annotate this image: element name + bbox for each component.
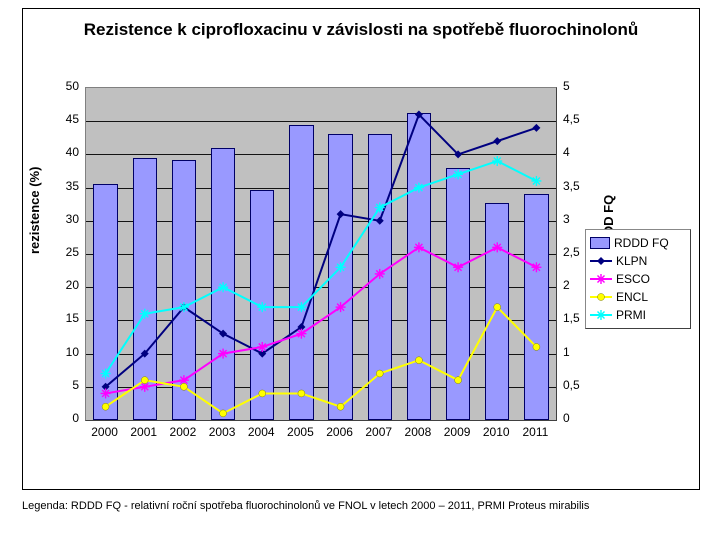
legend-item-esco: ESCO: [590, 270, 686, 288]
series-line: [106, 307, 537, 413]
x-tick: 2003: [203, 425, 242, 439]
bar: [93, 184, 117, 420]
plot-area: [85, 87, 557, 421]
legend-swatch-line: [590, 254, 612, 268]
legend-item-klpn: KLPN: [590, 252, 686, 270]
y-right-tick: 0,5: [563, 378, 593, 392]
chart-title: Rezistence k ciprofloxacinu v závislosti…: [23, 9, 699, 46]
y-right-tick: 4,5: [563, 112, 593, 126]
x-tick: 2010: [477, 425, 516, 439]
x-tick: 2005: [281, 425, 320, 439]
x-tick: 2000: [85, 425, 124, 439]
y-right-tick: 2: [563, 278, 593, 292]
chart-container: Rezistence k ciprofloxacinu v závislosti…: [22, 8, 700, 490]
bar: [328, 134, 352, 420]
gridline: [86, 121, 556, 122]
bar: [368, 134, 392, 420]
slide-caption: Legenda: RDDD FQ - relativní roční spotř…: [22, 500, 702, 512]
bar: [250, 190, 274, 420]
y-left-tick: 50: [49, 79, 79, 93]
legend-item-prmi: PRMI: [590, 306, 686, 324]
y-left-tick: 25: [49, 245, 79, 259]
y-left-tick: 0: [49, 411, 79, 425]
y-left-tick: 10: [49, 345, 79, 359]
x-tick: 2001: [124, 425, 163, 439]
y-right-tick: 2,5: [563, 245, 593, 259]
y-right-tick: 1: [563, 345, 593, 359]
bar: [211, 148, 235, 420]
y-left-tick: 5: [49, 378, 79, 392]
series-line: [106, 115, 537, 387]
legend-swatch-line: [590, 308, 612, 322]
legend-label: PRMI: [616, 308, 646, 322]
y-right-tick: 4: [563, 145, 593, 159]
legend-item-encl: ENCL: [590, 288, 686, 306]
legend-item-bar: RDDD FQ: [590, 234, 686, 252]
legend-swatch-bar: [590, 237, 610, 249]
x-tick: 2011: [516, 425, 555, 439]
bar: [133, 158, 157, 420]
series-line: [106, 161, 537, 373]
y-left-tick: 30: [49, 212, 79, 226]
y-right-tick: 1,5: [563, 311, 593, 325]
legend-label: ENCL: [616, 290, 648, 304]
x-tick: 2008: [398, 425, 437, 439]
y-left-tick: 20: [49, 278, 79, 292]
y-right-tick: 0: [563, 411, 593, 425]
bar: [446, 168, 470, 420]
slide: Rezistence k ciprofloxacinu v závislosti…: [0, 0, 720, 540]
x-tick: 2009: [438, 425, 477, 439]
x-tick: 2002: [163, 425, 202, 439]
bar: [524, 194, 548, 420]
legend-swatch-line: [590, 290, 612, 304]
bar: [407, 113, 431, 420]
y-left-tick: 40: [49, 145, 79, 159]
gridline: [86, 154, 556, 155]
x-tick: 2004: [242, 425, 281, 439]
y-right-tick: 3,5: [563, 179, 593, 193]
legend-swatch-line: [590, 272, 612, 286]
y-right-tick: 3: [563, 212, 593, 226]
y-right-tick: 5: [563, 79, 593, 93]
y-left-tick: 15: [49, 311, 79, 325]
y-left-tick: 45: [49, 112, 79, 126]
x-tick: 2007: [359, 425, 398, 439]
y-left-axis-title: rezistence (%): [27, 167, 42, 254]
bar: [289, 125, 313, 420]
legend-label: KLPN: [616, 254, 647, 268]
y-left-tick: 35: [49, 179, 79, 193]
legend-label: RDDD FQ: [614, 236, 669, 250]
legend-label: ESCO: [616, 272, 650, 286]
legend: RDDD FQ KLPN ESCO ENCL PRMI: [585, 229, 691, 329]
bar: [172, 160, 196, 420]
bar: [485, 203, 509, 420]
x-tick: 2006: [320, 425, 359, 439]
